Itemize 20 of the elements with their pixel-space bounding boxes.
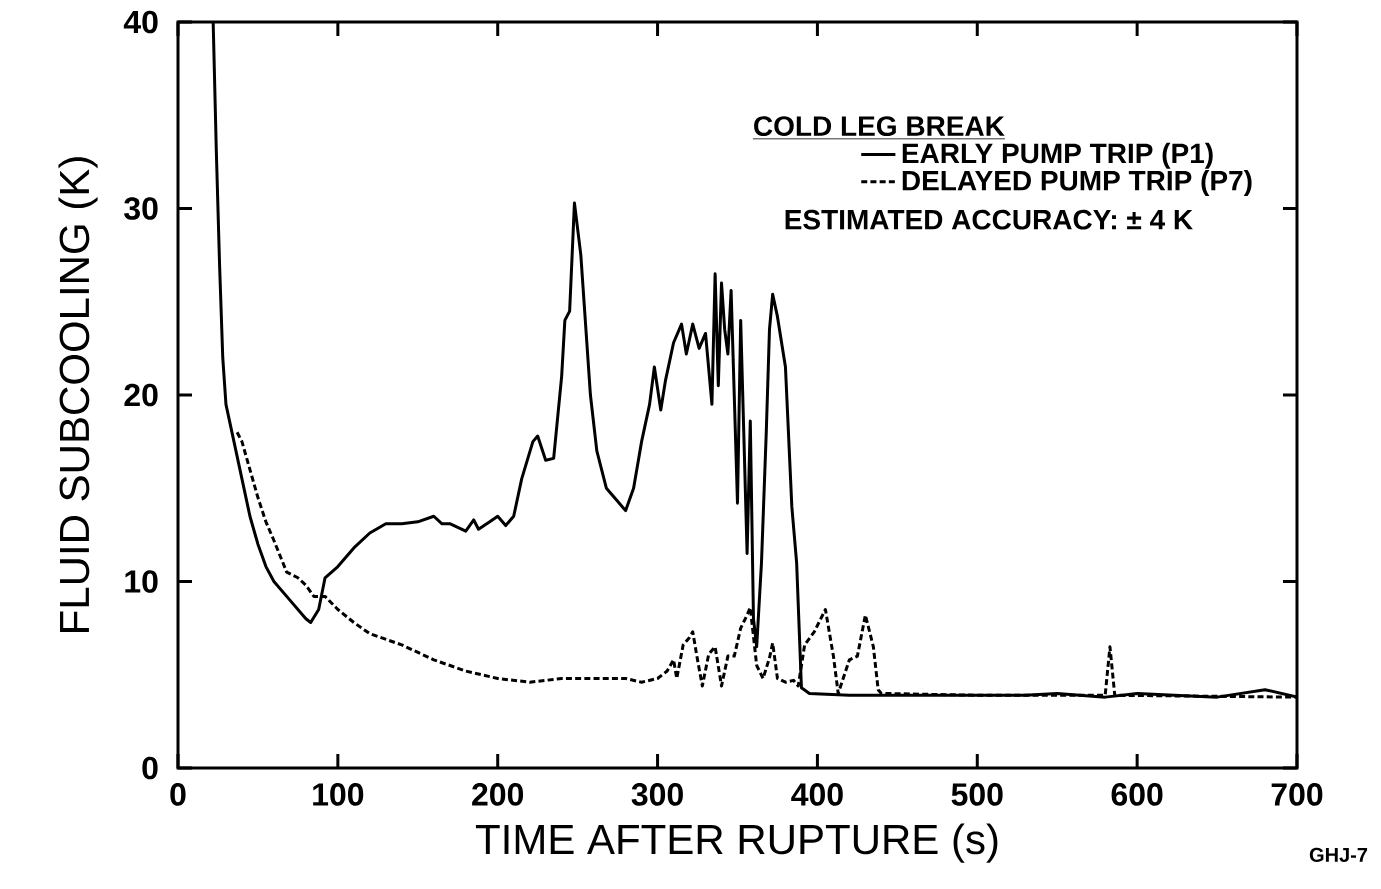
x-tick-label: 500	[951, 783, 1003, 806]
y-tick-label: 20	[124, 383, 158, 407]
x-tick-label: 100	[313, 783, 364, 806]
x-tick-label: 600	[1111, 783, 1163, 806]
text: GHJ-7	[1309, 847, 1368, 862]
annotation: ESTIMATED ACCURACY: ± 4 K	[785, 209, 1193, 230]
y-tick-label: 10	[125, 570, 158, 593]
legend-label: EARLY PUMP TRIP (P1)	[902, 142, 1213, 169]
x-tick-label: 300	[631, 783, 683, 806]
y-tick-label: 0	[142, 756, 158, 780]
x-tick-label: 400	[791, 783, 843, 806]
x-tick-label: 200	[472, 783, 524, 806]
y-tick-label: 30	[124, 197, 158, 220]
legend-label: DELAYED PUMP TRIP (P7)	[902, 170, 1252, 197]
y-tick-label: 40	[123, 10, 158, 34]
x-axis-title: TIME AFTER RUPTURE (s)	[475, 823, 998, 863]
x-tick-label: 0	[170, 783, 186, 806]
y-axis-title: FLUID SUBCOOLING (K)	[58, 157, 98, 632]
x-tick-label: 700	[1271, 783, 1323, 806]
legend-title: COLD LEG BREAK	[754, 116, 1005, 137]
